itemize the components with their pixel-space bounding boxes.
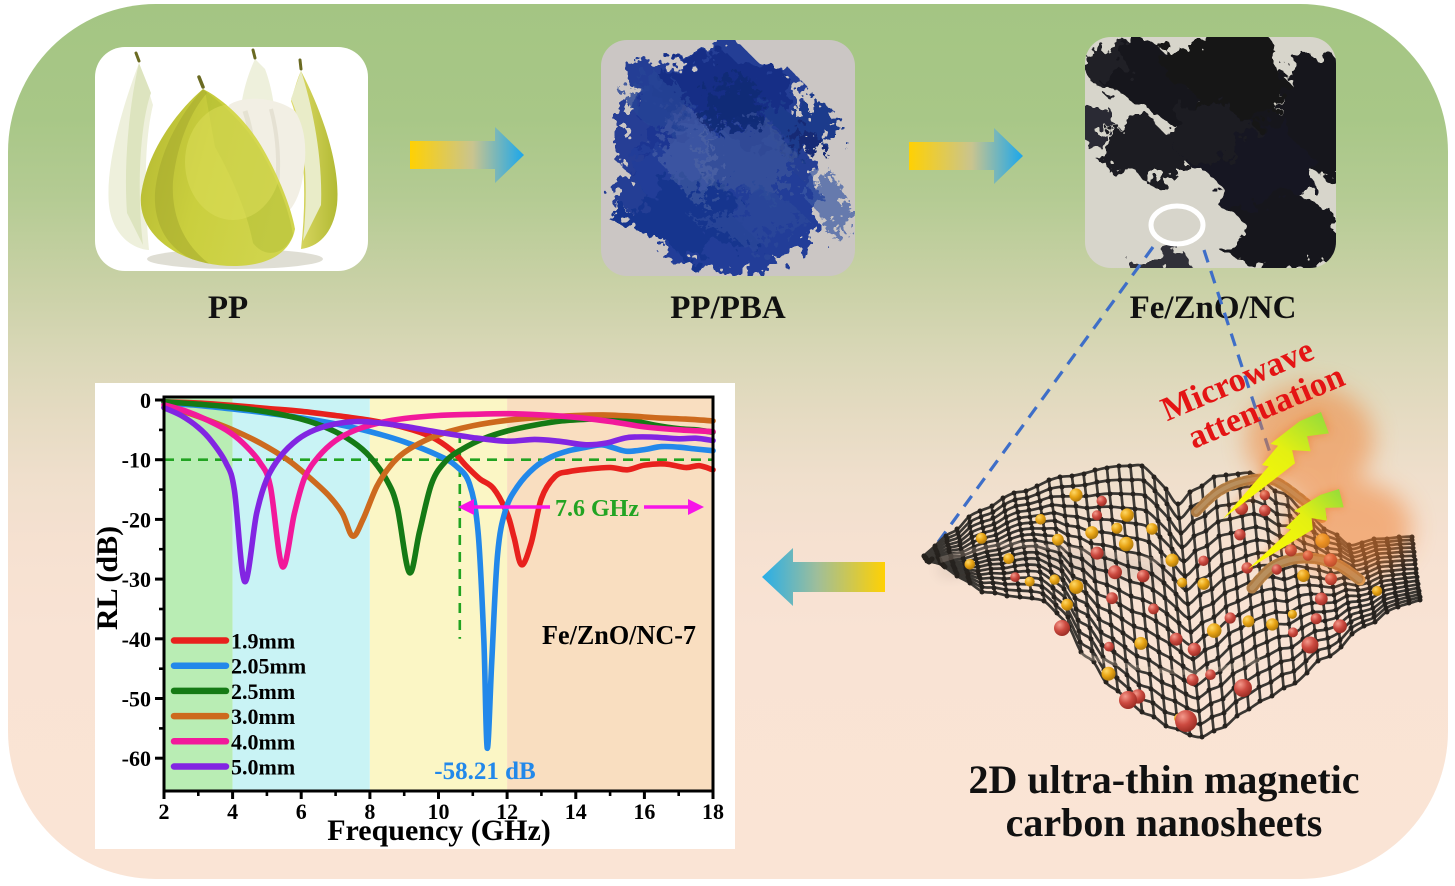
svg-text:2: 2 bbox=[159, 799, 170, 824]
svg-text:0: 0 bbox=[140, 388, 151, 413]
svg-text:5.0mm: 5.0mm bbox=[231, 755, 295, 780]
svg-text:7.6 GHz: 7.6 GHz bbox=[555, 496, 639, 522]
svg-text:16: 16 bbox=[633, 799, 655, 824]
svg-text:Frequency (GHz): Frequency (GHz) bbox=[327, 814, 551, 847]
svg-text:-60: -60 bbox=[122, 746, 151, 771]
svg-text:12: 12 bbox=[496, 799, 518, 824]
svg-text:-58.21 dB: -58.21 dB bbox=[434, 758, 535, 785]
svg-text:-50: -50 bbox=[122, 687, 151, 712]
svg-text:3.0mm: 3.0mm bbox=[231, 704, 295, 729]
svg-text:14: 14 bbox=[565, 799, 587, 824]
svg-text:2.05mm: 2.05mm bbox=[231, 654, 306, 679]
svg-text:1.9mm: 1.9mm bbox=[231, 629, 295, 654]
svg-text:4: 4 bbox=[227, 799, 238, 824]
svg-text:8: 8 bbox=[364, 799, 375, 824]
svg-text:-40: -40 bbox=[122, 627, 151, 652]
svg-text:-10: -10 bbox=[122, 448, 151, 473]
svg-text:-20: -20 bbox=[122, 507, 151, 532]
svg-text:10: 10 bbox=[428, 799, 450, 824]
svg-text:RL (dB): RL (dB) bbox=[95, 526, 124, 630]
svg-text:4.0mm: 4.0mm bbox=[231, 729, 295, 754]
svg-text:Fe/ZnO/NC-7: Fe/ZnO/NC-7 bbox=[542, 620, 696, 650]
svg-text:6: 6 bbox=[296, 799, 307, 824]
svg-text:18: 18 bbox=[702, 799, 724, 824]
svg-text:2.5mm: 2.5mm bbox=[231, 679, 295, 704]
svg-text:-30: -30 bbox=[122, 567, 151, 592]
